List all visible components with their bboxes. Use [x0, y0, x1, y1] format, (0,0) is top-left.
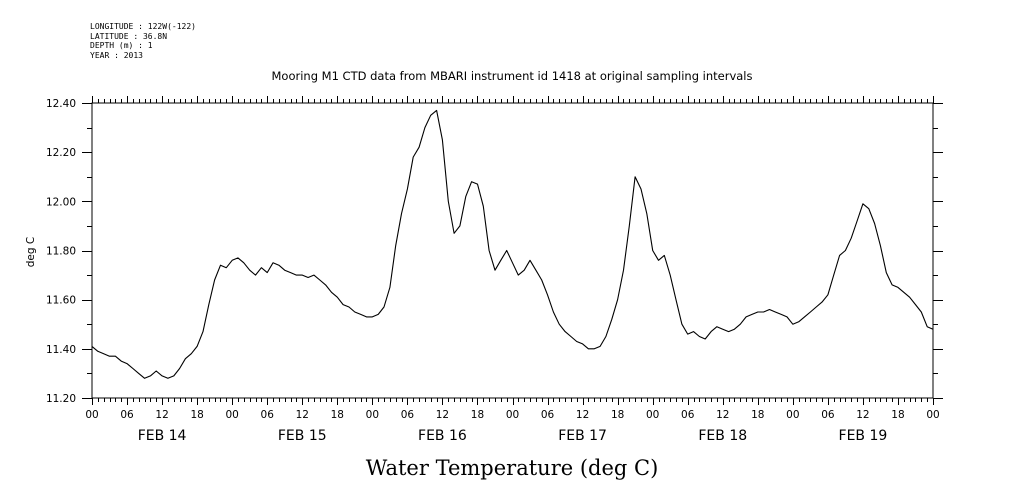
- x-tick-label: 12: [576, 409, 589, 421]
- location-metadata: LONGITUDE : 122W(-122) LATITUDE : 36.8N DE…: [90, 22, 196, 60]
- x-tick-label: 12: [296, 409, 309, 421]
- x-tick-label: 18: [471, 409, 484, 421]
- plot-frame: [91, 102, 934, 399]
- x-tick-label: 06: [821, 409, 835, 421]
- x-tick-label: 18: [751, 409, 764, 421]
- y-tick-label: 11.20: [46, 393, 76, 405]
- x-tick-label: 12: [716, 409, 729, 421]
- y-tick-label: 11.60: [46, 295, 76, 307]
- x-tick-label: 00: [926, 409, 939, 421]
- date-label: FEB 15: [278, 428, 327, 444]
- date-label: FEB 17: [558, 428, 607, 444]
- chart-series: [91, 109, 934, 379]
- year-text: YEAR : 2013: [90, 50, 143, 60]
- x-tick-label: 00: [366, 409, 379, 421]
- x-tick-label: 06: [541, 409, 555, 421]
- x-tick-label: 06: [261, 409, 275, 421]
- x-tick-label: 00: [646, 409, 659, 421]
- x-tick-label: 06: [681, 409, 695, 421]
- x-tick-label: 06: [401, 409, 415, 421]
- chart-title: Mooring M1 CTD data from MBARI instrumen…: [272, 69, 753, 83]
- x-tick-label: 00: [786, 409, 799, 421]
- y-tick-label: 12.20: [46, 147, 76, 159]
- chart-axes: 11.20 11.40 11.60 11.80 12.00 12.20 12.40 00 06 1…: [46, 96, 943, 444]
- y-tick-label: 12.00: [46, 196, 76, 208]
- x-tick-label: 00: [506, 409, 519, 421]
- y-tick-label: 12.40: [46, 98, 76, 110]
- x-tick-label: 18: [891, 409, 904, 421]
- temperature-line: [91, 109, 934, 379]
- date-label: FEB 14: [138, 428, 187, 444]
- y-axis-label: deg C: [25, 237, 37, 267]
- x-tick-label: 12: [155, 409, 168, 421]
- x-tick-label: 18: [190, 409, 203, 421]
- date-label: FEB 19: [839, 428, 888, 444]
- x-tick-label: 18: [611, 409, 624, 421]
- x-tick-label: 12: [856, 409, 869, 421]
- x-tick-label: 00: [225, 409, 238, 421]
- y-tick-label: 11.40: [46, 344, 76, 356]
- y-tick-label: 11.80: [46, 246, 76, 258]
- x-tick-label: 12: [436, 409, 449, 421]
- longitude-text: LONGITUDE : 122W(-122): [90, 22, 196, 31]
- x-tick-label: 06: [120, 409, 134, 421]
- date-label: FEB 16: [418, 428, 467, 444]
- bottom-title: Water Temperature (deg C): [366, 456, 659, 480]
- x-tick-label: 00: [85, 409, 98, 421]
- depth-text: DEPTH (m) : 1: [90, 41, 153, 50]
- x-tick-label: 18: [331, 409, 344, 421]
- date-label: FEB 18: [698, 428, 747, 444]
- latitude-text: LATITUDE : 36.8N: [90, 31, 168, 41]
